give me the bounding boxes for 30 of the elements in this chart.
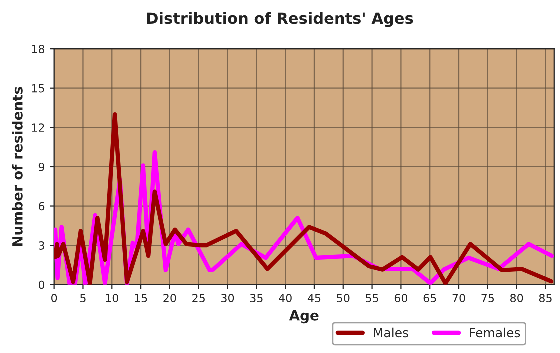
legend-label: Males [374, 328, 408, 338]
x-tick-label: 15 [135, 294, 148, 302]
x-tick-label: 10 [106, 294, 118, 302]
x-tick-label: 0 [52, 294, 58, 302]
x-tick-label: 45 [308, 294, 321, 302]
x-tick-label: 50 [337, 294, 350, 302]
y-tick-label: 3 [39, 242, 44, 250]
x-tick-label: 80 [510, 294, 524, 302]
y-tick-label: 0 [38, 280, 45, 290]
x-tick-label: 35 [250, 294, 263, 302]
x-axis-title: Age [289, 310, 319, 324]
x-tick-label: 65 [424, 294, 436, 302]
x-tick-label: 5 [80, 294, 86, 302]
y-tick-label: 6 [39, 202, 45, 211]
x-tick-label: 25 [192, 294, 205, 302]
legend-label: Females [470, 328, 520, 338]
x-tick-label: 85 [539, 294, 552, 302]
x-tick-label: 40 [279, 294, 292, 302]
x-tick-label: 30 [222, 294, 234, 302]
x-tick-label: 55 [366, 294, 378, 302]
y-tick-label: 12 [32, 124, 44, 132]
x-tick-label: 75 [482, 294, 494, 302]
x-tick-label: 60 [394, 294, 408, 302]
y-tick-label: 9 [38, 162, 45, 172]
y-axis-title: Number of residents [12, 87, 23, 246]
x-tick-label: 70 [452, 294, 466, 302]
chart-title: Distribution of Residents' Ages [147, 12, 414, 28]
y-tick-label: 18 [32, 45, 45, 54]
x-tick-label: 20 [164, 294, 176, 302]
y-tick-label: 15 [32, 84, 44, 93]
